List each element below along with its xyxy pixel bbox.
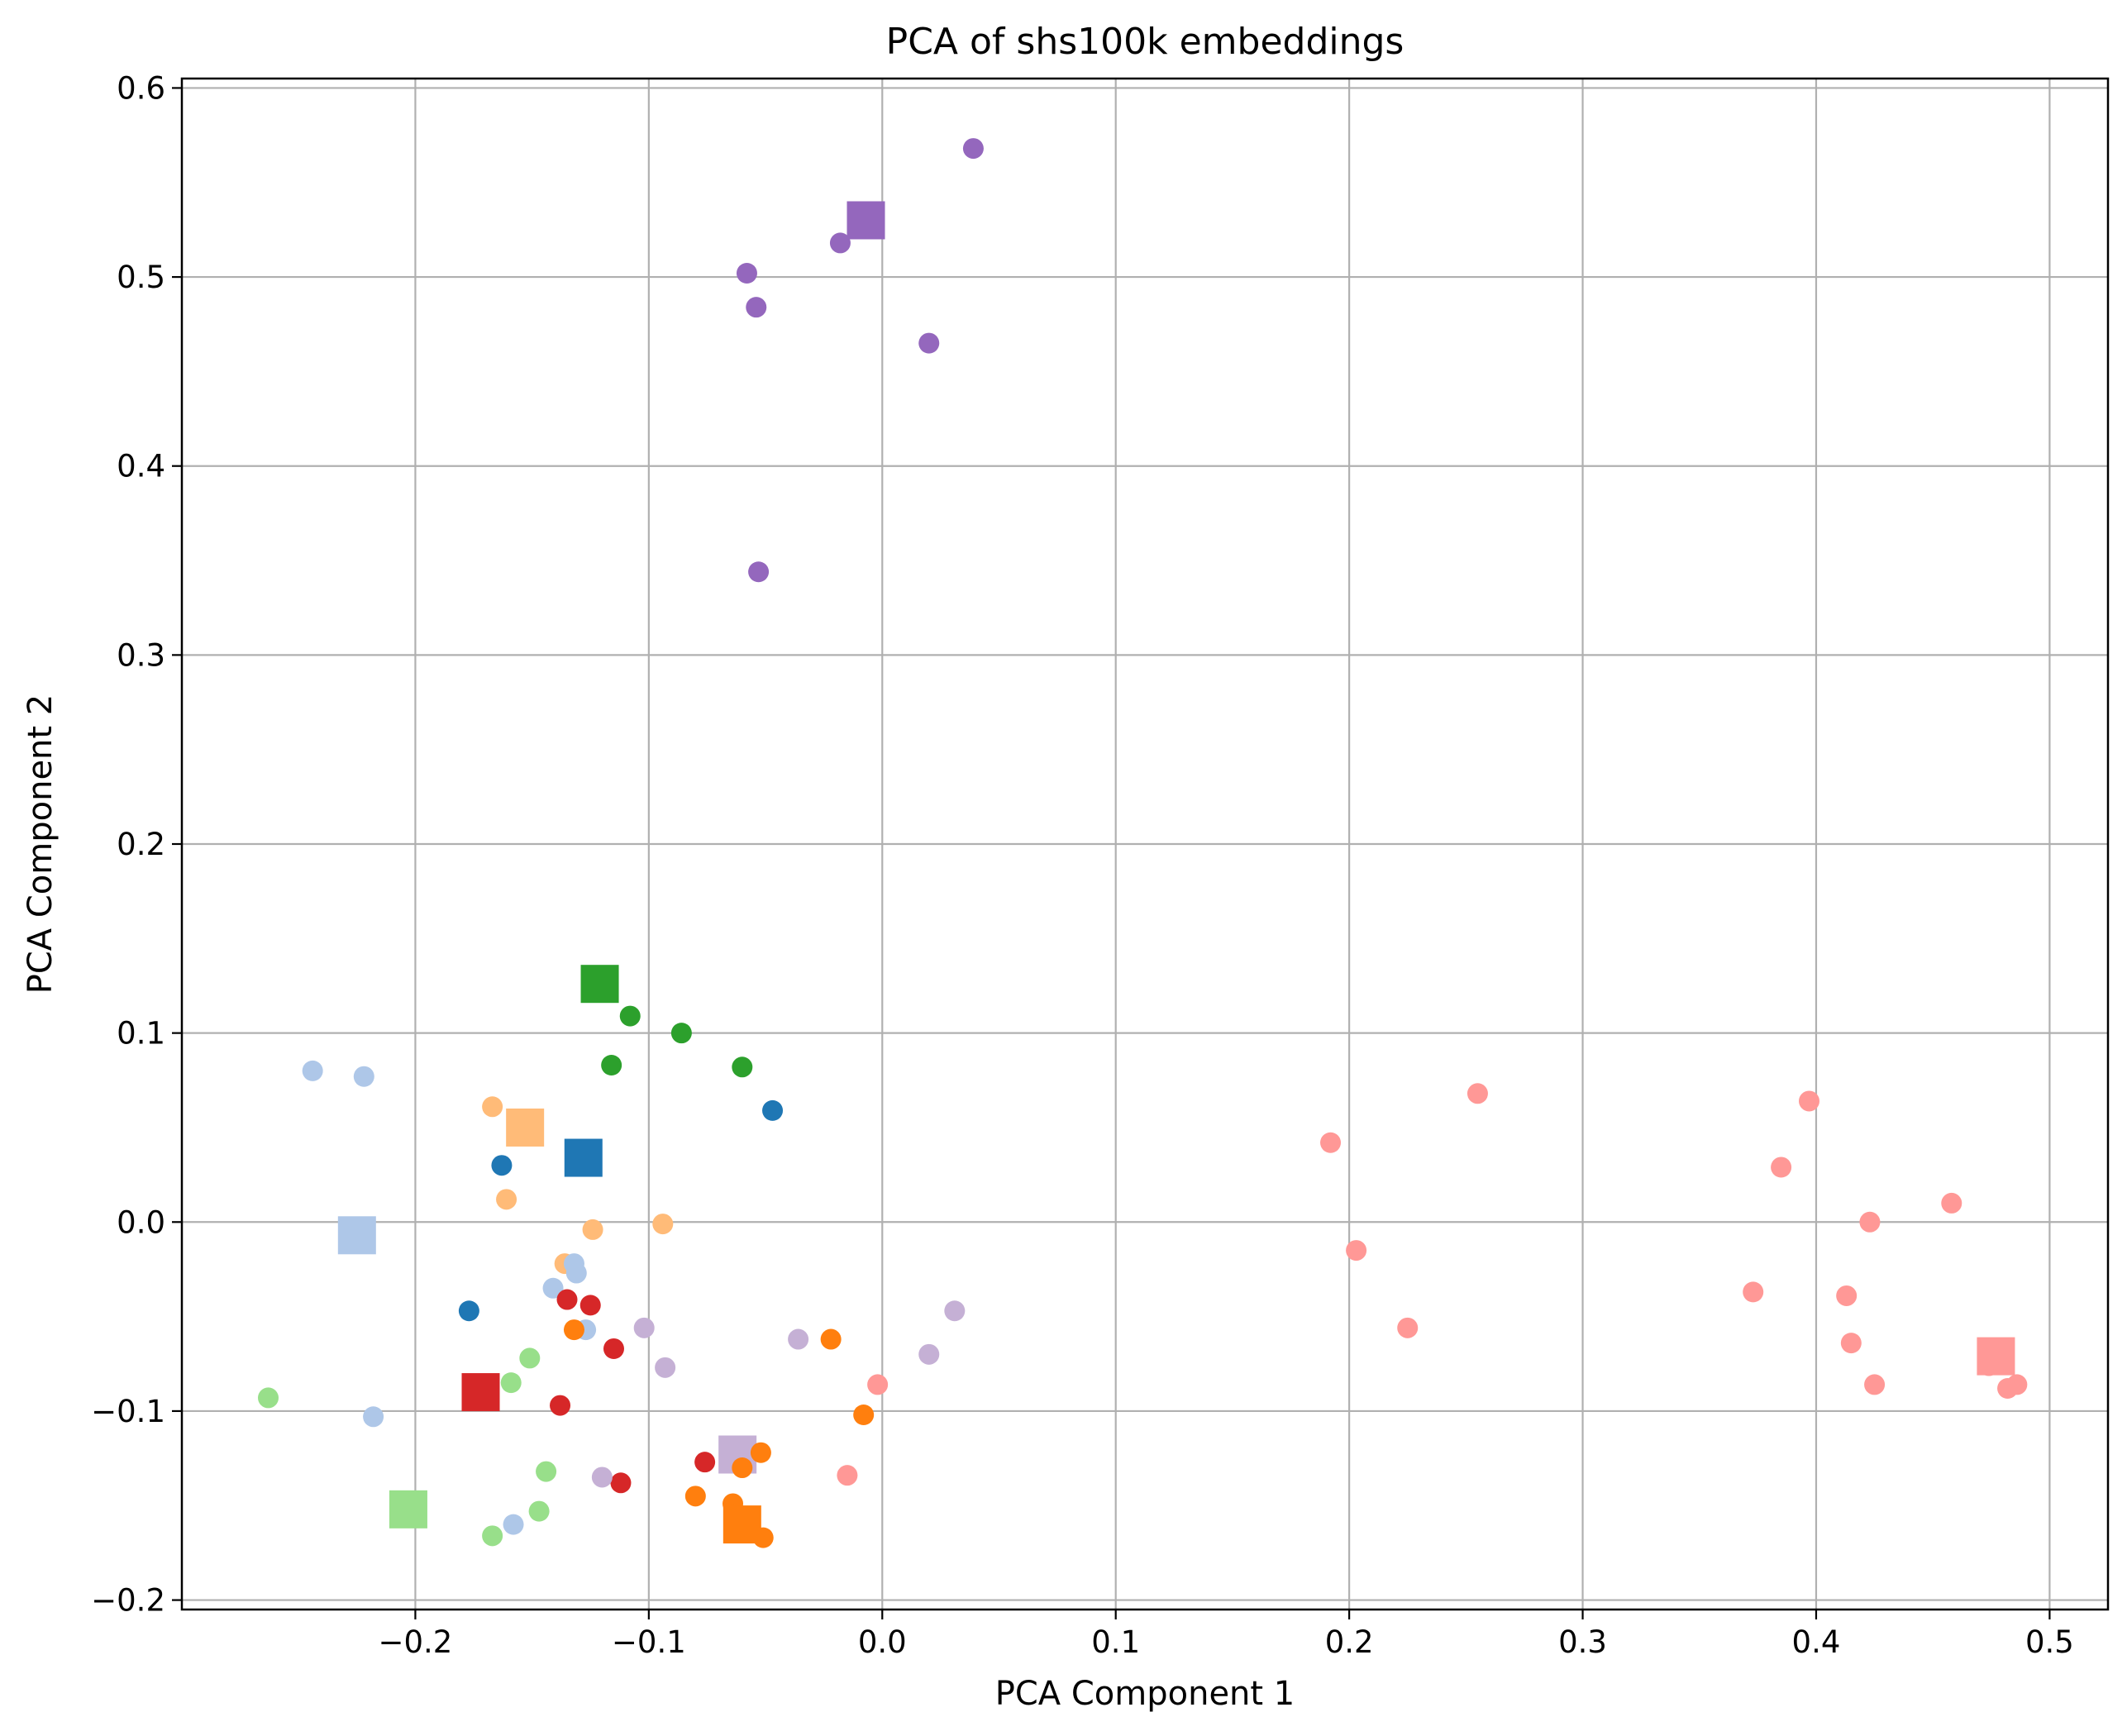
scatter-point [1941, 1192, 1962, 1214]
scatter-point [829, 232, 851, 254]
x-axis-label: PCA Component 1 [995, 1675, 1295, 1713]
scatter-point [1836, 1285, 1858, 1306]
scatter-point [694, 1452, 716, 1473]
scatter-point [655, 1357, 676, 1378]
y-tick-label: 0.1 [117, 1016, 165, 1052]
scatter-point [528, 1500, 550, 1522]
x-tick-label: 0.4 [1792, 1624, 1841, 1660]
scatter-point [579, 1295, 601, 1316]
axis-ticks: −0.2 −0.1 0.0 0.1 0.2 0.3 0.4 0.5 −0.2 −0.1 0.0 0.1… [91, 70, 2074, 1660]
scatter-point [458, 1300, 479, 1322]
scatter-point [1466, 1083, 1488, 1104]
x-tick-label: 0.1 [1091, 1624, 1140, 1660]
x-tick-label: 0.5 [2025, 1624, 2074, 1660]
centroid-marker [580, 965, 619, 1004]
y-tick-label: 0.6 [117, 70, 165, 106]
scatter-point [1397, 1317, 1419, 1338]
x-tick-label: −0.1 [612, 1624, 686, 1660]
scatter-point [748, 561, 770, 583]
centroid-marker [1977, 1337, 2015, 1376]
scatter-point [1798, 1090, 1819, 1112]
scatter-point [353, 1066, 374, 1087]
scatter-point [788, 1328, 809, 1350]
scatter-point [603, 1338, 624, 1359]
scatter-point [652, 1214, 674, 1235]
scatter-point [1864, 1374, 1886, 1395]
scatter-point [591, 1467, 613, 1488]
scatter-point [837, 1465, 858, 1486]
scatter-point [918, 1343, 940, 1365]
scatter-point [633, 1317, 655, 1338]
centroid-marker [506, 1108, 545, 1147]
centroid-marker [564, 1138, 603, 1177]
scatter-point [482, 1096, 503, 1118]
scatter-point [563, 1253, 584, 1275]
data-markers [257, 138, 2028, 1548]
y-tick-label: 0.4 [117, 449, 165, 484]
scatter-point [363, 1406, 384, 1428]
centroid-marker [723, 1505, 761, 1544]
scatter-point [496, 1189, 517, 1210]
scatter-point [500, 1372, 522, 1394]
scatter-point [684, 1486, 706, 1507]
x-tick-label: 0.2 [1325, 1624, 1374, 1660]
scatter-point [1743, 1281, 1764, 1303]
scatter-point [563, 1319, 584, 1341]
scatter-point [542, 1277, 564, 1299]
scatter-point [519, 1347, 541, 1369]
y-tick-label: −0.1 [91, 1394, 165, 1429]
scatter-point [732, 1457, 753, 1479]
scatter-point [556, 1289, 578, 1310]
scatter-point [820, 1328, 842, 1350]
scatter-point [944, 1300, 966, 1322]
scatter-point [601, 1055, 622, 1076]
x-tick-label: 0.3 [1558, 1624, 1607, 1660]
y-tick-label: 0.3 [117, 637, 165, 673]
scatter-point [1840, 1333, 1862, 1354]
scatter-point [491, 1155, 513, 1176]
scatter-point [853, 1404, 875, 1425]
scatter-point [762, 1099, 784, 1121]
scatter-point [503, 1514, 524, 1535]
scatter-point [736, 263, 757, 284]
grid-lines [182, 79, 2108, 1610]
scatter-point [536, 1461, 557, 1482]
scatter-point [610, 1472, 632, 1494]
centroid-marker [847, 201, 885, 240]
scatter-point [670, 1023, 692, 1044]
scatter-point [918, 332, 940, 354]
x-tick-label: −0.2 [378, 1624, 452, 1660]
scatter-point [1346, 1240, 1367, 1261]
y-axis-label: PCA Component 2 [21, 694, 60, 994]
scatter-point [302, 1060, 323, 1081]
scatter-point [1859, 1211, 1881, 1233]
scatter-point [962, 138, 984, 160]
scatter-point [582, 1219, 603, 1240]
y-tick-label: 0.0 [117, 1204, 165, 1240]
scatter-point [746, 297, 767, 318]
scatter-point [619, 1005, 641, 1027]
scatter-point [1771, 1157, 1792, 1178]
scatter-point [750, 1442, 771, 1463]
y-tick-label: 0.5 [117, 260, 165, 295]
y-tick-label: −0.2 [91, 1583, 165, 1619]
centroid-marker [337, 1216, 376, 1255]
x-tick-label: 0.0 [858, 1624, 907, 1660]
y-tick-label: 0.2 [117, 827, 165, 862]
chart-title: PCA of shs100k embeddings [886, 21, 1404, 63]
scatter-point [732, 1056, 753, 1078]
centroid-marker [461, 1373, 500, 1412]
scatter-point [1320, 1132, 1342, 1153]
centroid-marker [389, 1490, 427, 1529]
scatter-point [482, 1525, 503, 1547]
scatter-point [257, 1387, 279, 1409]
scatter-point [1997, 1377, 2019, 1399]
scatter-point [867, 1374, 889, 1395]
scatter-point [550, 1395, 571, 1416]
